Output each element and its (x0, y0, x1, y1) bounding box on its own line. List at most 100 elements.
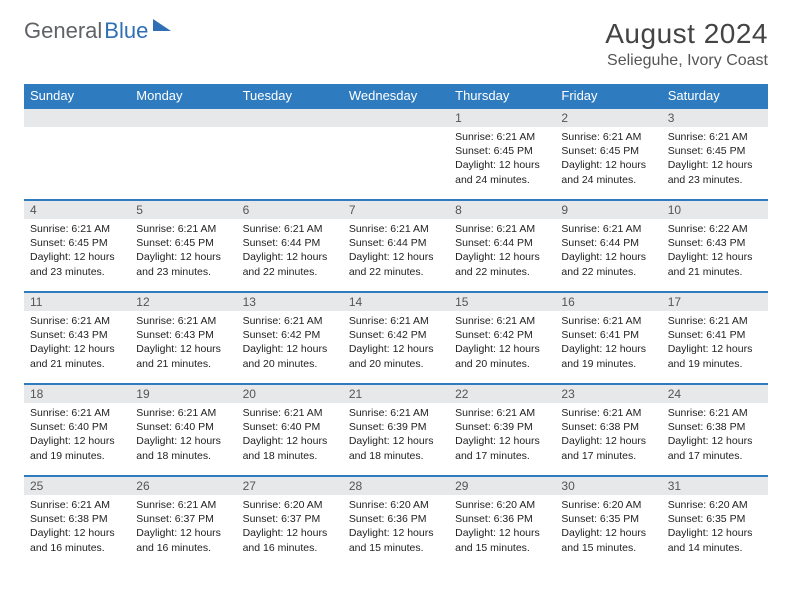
calendar-cell: 5Sunrise: 6:21 AMSunset: 6:45 PMDaylight… (130, 200, 236, 292)
calendar-cell: 18Sunrise: 6:21 AMSunset: 6:40 PMDayligh… (24, 384, 130, 476)
sunset-line: Sunset: 6:38 PM (30, 512, 124, 526)
cell-body (237, 127, 343, 136)
cell-body: Sunrise: 6:21 AMSunset: 6:42 PMDaylight:… (237, 311, 343, 377)
calendar-cell: 27Sunrise: 6:20 AMSunset: 6:37 PMDayligh… (237, 476, 343, 567)
sunrise-line: Sunrise: 6:21 AM (136, 498, 230, 512)
calendar-cell (237, 108, 343, 200)
calendar-row: 4Sunrise: 6:21 AMSunset: 6:45 PMDaylight… (24, 200, 768, 292)
sunset-line: Sunset: 6:43 PM (136, 328, 230, 342)
calendar-row: 1Sunrise: 6:21 AMSunset: 6:45 PMDaylight… (24, 108, 768, 200)
weekday-header: Saturday (662, 84, 768, 108)
header: GeneralBlue August 2024 Selieguhe, Ivory… (24, 18, 768, 70)
calendar-cell: 29Sunrise: 6:20 AMSunset: 6:36 PMDayligh… (449, 476, 555, 567)
sunrise-line: Sunrise: 6:21 AM (30, 498, 124, 512)
day-number (24, 109, 130, 127)
sunset-line: Sunset: 6:40 PM (136, 420, 230, 434)
cell-body: Sunrise: 6:21 AMSunset: 6:42 PMDaylight:… (343, 311, 449, 377)
day-number: 24 (662, 385, 768, 403)
day-number: 27 (237, 477, 343, 495)
cell-body: Sunrise: 6:21 AMSunset: 6:37 PMDaylight:… (130, 495, 236, 561)
cell-body: Sunrise: 6:21 AMSunset: 6:40 PMDaylight:… (130, 403, 236, 469)
calendar-cell: 22Sunrise: 6:21 AMSunset: 6:39 PMDayligh… (449, 384, 555, 476)
weekday-header: Tuesday (237, 84, 343, 108)
cell-body: Sunrise: 6:20 AMSunset: 6:37 PMDaylight:… (237, 495, 343, 561)
sunset-line: Sunset: 6:42 PM (349, 328, 443, 342)
sunset-line: Sunset: 6:45 PM (668, 144, 762, 158)
calendar-cell: 10Sunrise: 6:22 AMSunset: 6:43 PMDayligh… (662, 200, 768, 292)
sunset-line: Sunset: 6:35 PM (668, 512, 762, 526)
calendar-cell: 20Sunrise: 6:21 AMSunset: 6:40 PMDayligh… (237, 384, 343, 476)
sunset-line: Sunset: 6:43 PM (668, 236, 762, 250)
calendar-cell: 11Sunrise: 6:21 AMSunset: 6:43 PMDayligh… (24, 292, 130, 384)
daylight-line: Daylight: 12 hours and 20 minutes. (455, 342, 549, 370)
cell-body (24, 127, 130, 136)
daylight-line: Daylight: 12 hours and 22 minutes. (455, 250, 549, 278)
sunrise-line: Sunrise: 6:21 AM (136, 314, 230, 328)
weekday-header: Monday (130, 84, 236, 108)
cell-body: Sunrise: 6:20 AMSunset: 6:36 PMDaylight:… (343, 495, 449, 561)
sunrise-line: Sunrise: 6:21 AM (668, 406, 762, 420)
sunset-line: Sunset: 6:45 PM (30, 236, 124, 250)
daylight-line: Daylight: 12 hours and 23 minutes. (136, 250, 230, 278)
sunset-line: Sunset: 6:38 PM (561, 420, 655, 434)
sunrise-line: Sunrise: 6:21 AM (136, 406, 230, 420)
cell-body: Sunrise: 6:21 AMSunset: 6:45 PMDaylight:… (130, 219, 236, 285)
daylight-line: Daylight: 12 hours and 16 minutes. (243, 526, 337, 554)
sunset-line: Sunset: 6:41 PM (561, 328, 655, 342)
sunset-line: Sunset: 6:36 PM (455, 512, 549, 526)
daylight-line: Daylight: 12 hours and 15 minutes. (561, 526, 655, 554)
sunset-line: Sunset: 6:39 PM (349, 420, 443, 434)
calendar-cell: 13Sunrise: 6:21 AMSunset: 6:42 PMDayligh… (237, 292, 343, 384)
day-number: 3 (662, 109, 768, 127)
sunset-line: Sunset: 6:38 PM (668, 420, 762, 434)
cell-body: Sunrise: 6:21 AMSunset: 6:38 PMDaylight:… (662, 403, 768, 469)
sunrise-line: Sunrise: 6:21 AM (349, 222, 443, 236)
daylight-line: Daylight: 12 hours and 15 minutes. (455, 526, 549, 554)
cell-body: Sunrise: 6:21 AMSunset: 6:44 PMDaylight:… (555, 219, 661, 285)
sunrise-line: Sunrise: 6:22 AM (668, 222, 762, 236)
cell-body: Sunrise: 6:21 AMSunset: 6:44 PMDaylight:… (343, 219, 449, 285)
sunrise-line: Sunrise: 6:21 AM (561, 314, 655, 328)
location: Selieguhe, Ivory Coast (605, 52, 768, 70)
day-number (130, 109, 236, 127)
calendar-cell: 14Sunrise: 6:21 AMSunset: 6:42 PMDayligh… (343, 292, 449, 384)
calendar-cell: 2Sunrise: 6:21 AMSunset: 6:45 PMDaylight… (555, 108, 661, 200)
title-block: August 2024 Selieguhe, Ivory Coast (605, 18, 768, 70)
sunset-line: Sunset: 6:43 PM (30, 328, 124, 342)
calendar-cell: 3Sunrise: 6:21 AMSunset: 6:45 PMDaylight… (662, 108, 768, 200)
daylight-line: Daylight: 12 hours and 14 minutes. (668, 526, 762, 554)
sunrise-line: Sunrise: 6:21 AM (668, 130, 762, 144)
daylight-line: Daylight: 12 hours and 23 minutes. (30, 250, 124, 278)
calendar-cell: 26Sunrise: 6:21 AMSunset: 6:37 PMDayligh… (130, 476, 236, 567)
cell-body: Sunrise: 6:21 AMSunset: 6:45 PMDaylight:… (24, 219, 130, 285)
sunrise-line: Sunrise: 6:21 AM (136, 222, 230, 236)
calendar-cell: 17Sunrise: 6:21 AMSunset: 6:41 PMDayligh… (662, 292, 768, 384)
sunrise-line: Sunrise: 6:21 AM (455, 222, 549, 236)
daylight-line: Daylight: 12 hours and 22 minutes. (243, 250, 337, 278)
cell-body: Sunrise: 6:21 AMSunset: 6:43 PMDaylight:… (24, 311, 130, 377)
sunrise-line: Sunrise: 6:21 AM (668, 314, 762, 328)
day-number (237, 109, 343, 127)
daylight-line: Daylight: 12 hours and 17 minutes. (455, 434, 549, 462)
day-number: 26 (130, 477, 236, 495)
daylight-line: Daylight: 12 hours and 19 minutes. (668, 342, 762, 370)
day-number: 4 (24, 201, 130, 219)
day-number: 9 (555, 201, 661, 219)
sunset-line: Sunset: 6:40 PM (30, 420, 124, 434)
weekday-header: Friday (555, 84, 661, 108)
cell-body: Sunrise: 6:21 AMSunset: 6:45 PMDaylight:… (662, 127, 768, 193)
day-number: 7 (343, 201, 449, 219)
day-number: 14 (343, 293, 449, 311)
sunset-line: Sunset: 6:44 PM (561, 236, 655, 250)
daylight-line: Daylight: 12 hours and 22 minutes. (561, 250, 655, 278)
logo-word2: Blue (104, 18, 148, 44)
daylight-line: Daylight: 12 hours and 16 minutes. (136, 526, 230, 554)
cell-body: Sunrise: 6:21 AMSunset: 6:38 PMDaylight:… (24, 495, 130, 561)
calendar-cell: 15Sunrise: 6:21 AMSunset: 6:42 PMDayligh… (449, 292, 555, 384)
calendar-row: 18Sunrise: 6:21 AMSunset: 6:40 PMDayligh… (24, 384, 768, 476)
day-number: 11 (24, 293, 130, 311)
sunset-line: Sunset: 6:37 PM (136, 512, 230, 526)
sunrise-line: Sunrise: 6:21 AM (455, 406, 549, 420)
calendar-cell (24, 108, 130, 200)
cell-body: Sunrise: 6:21 AMSunset: 6:39 PMDaylight:… (449, 403, 555, 469)
